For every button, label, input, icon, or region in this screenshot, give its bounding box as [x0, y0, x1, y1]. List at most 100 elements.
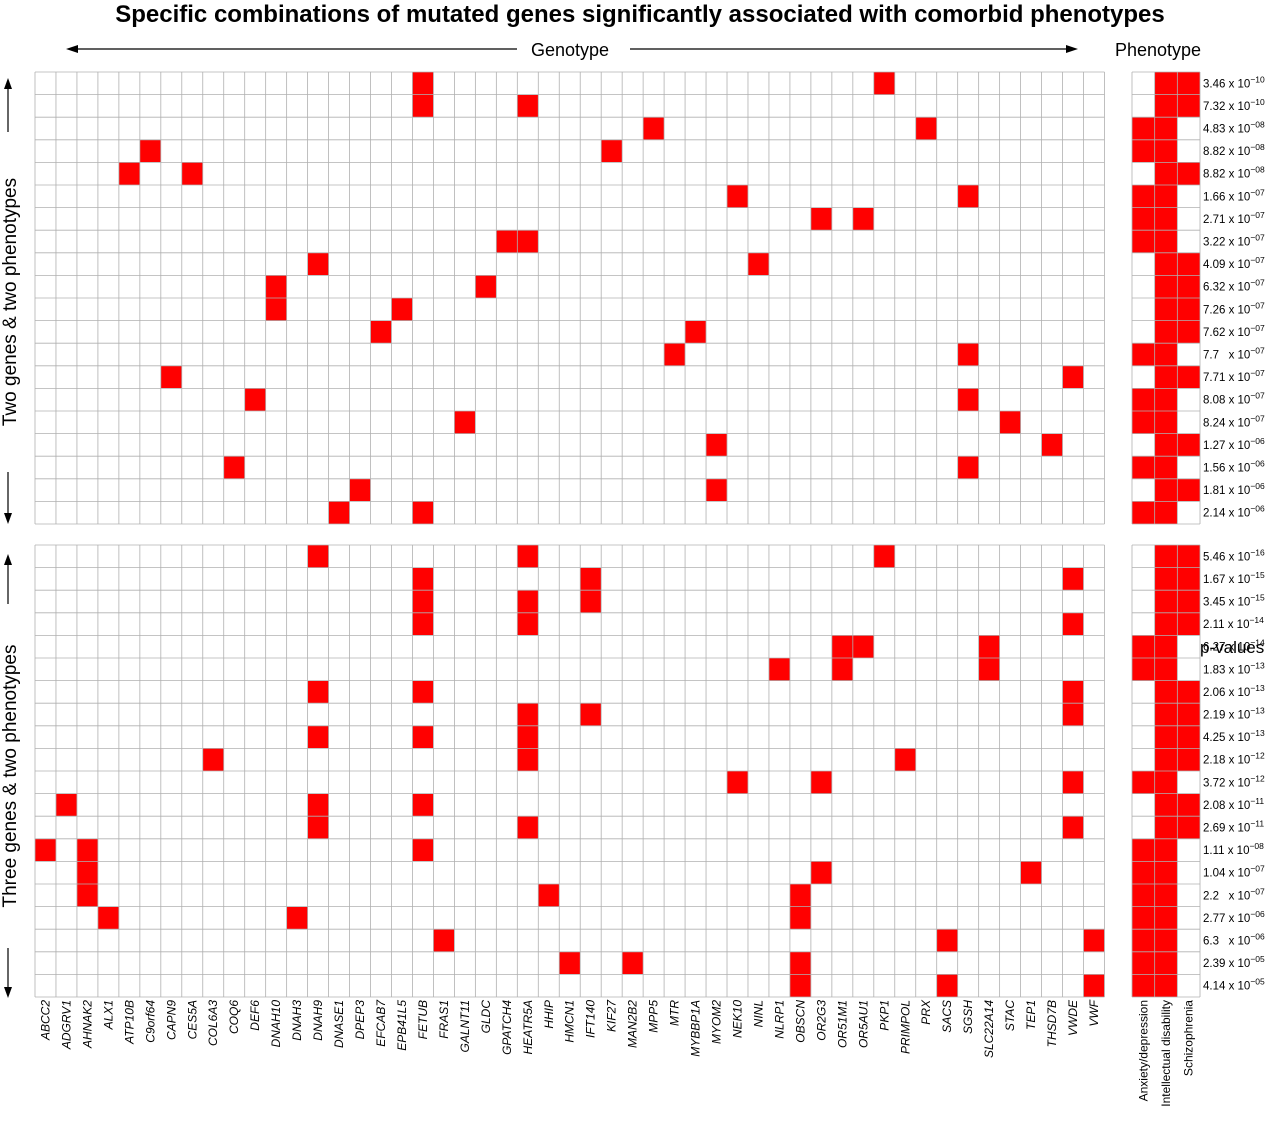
- pvalue-label: 5.46 x 10−16: [1203, 547, 1265, 563]
- gene-label-COL6A3: COL6A3: [206, 1000, 220, 1046]
- gene-cell-VWDE: [1062, 567, 1084, 591]
- phenotype-cell: [1154, 501, 1178, 524]
- gene-label-ADGRV1: ADGRV1: [59, 1000, 73, 1050]
- phenotype-label: Schizophrenia: [1182, 1000, 1196, 1076]
- gene-label-MAN2B2: MAN2B2: [626, 1000, 640, 1048]
- pvalue-label: 8.24 x 10−07: [1203, 413, 1265, 429]
- pvalue-label: 2.39 x 10−05: [1203, 954, 1265, 970]
- gene-cell-GLDC: [475, 275, 497, 298]
- panel-2: 5.46 x 10−16 1.67 x 10−15 3.45 x 10−15 2.11…: [34, 544, 1265, 998]
- pvalue-label: 4.09 x 10−07: [1203, 255, 1265, 271]
- phenotype-cell: [1132, 343, 1155, 366]
- phenotype-cell: [1154, 207, 1178, 231]
- pvalue-label: 1.81 x 10−06: [1203, 481, 1265, 497]
- pvalue-label: 1.04 x 10−07: [1203, 864, 1265, 880]
- phenotype-cell: [1177, 703, 1201, 726]
- gene-label-FRAS1: FRAS1: [437, 1000, 451, 1039]
- gene-cell-HHIP: [538, 884, 560, 907]
- phenotype-cell: [1132, 838, 1155, 862]
- gene-cell-PRX: [915, 117, 937, 140]
- gene-label-ALX1: ALX1: [101, 1000, 115, 1030]
- gene-cell-MYOM2: [706, 433, 728, 457]
- heatmap-grids: 3.46 x 10−10 7.32 x 10−10 4.83 x 10−08 8.82…: [34, 71, 1265, 998]
- phenotype-cell: [1132, 771, 1155, 794]
- axis-labels: ABCC2 ADGRV1 AHNAK2 ALX1 ATP10B C9orf64 CAPN9 C…: [38, 999, 1195, 1107]
- gene-label-GALNT11: GALNT11: [458, 1000, 472, 1052]
- panel2-label: Three genes & two phenotypes: [0, 644, 21, 907]
- phenotype-cell: [1154, 703, 1178, 726]
- phenotype-cell: [1177, 793, 1201, 817]
- gene-label-GLDC: GLDC: [479, 1000, 493, 1034]
- genotype-label: Genotype: [531, 40, 609, 60]
- gene-cell-PKP1: [873, 545, 895, 568]
- gene-cell-MYBBP1A: [685, 320, 707, 344]
- phenotype-cell: [1154, 929, 1178, 952]
- phenotype-cell: [1177, 725, 1201, 749]
- gene-cell-VWDE: [1062, 680, 1084, 704]
- gene-cell-ABCC2: [35, 838, 56, 862]
- gene-cell-FETUB: [412, 838, 434, 862]
- phenotype-cell: [1132, 658, 1155, 681]
- gene-cell-HEATR5A: [517, 545, 539, 568]
- gene-label-STAC: STAC: [1003, 1000, 1017, 1031]
- pvalue-label: 3.72 x 10−12: [1203, 773, 1265, 789]
- pvalue-label: 2.11 x 10−14: [1203, 615, 1264, 631]
- phenotype-cell: [1154, 771, 1178, 794]
- pvalue-label: 6.3 x 10−06: [1203, 932, 1265, 948]
- phenotype-cell: [1154, 590, 1178, 613]
- gene-label-ABCC2: ABCC2: [38, 1000, 52, 1041]
- gene-cell-EFCAB7: [370, 320, 392, 344]
- pvalue-label: 8.82 x 10−08: [1203, 142, 1265, 158]
- gene-cell-GPATCH4: [496, 230, 518, 253]
- pvalue-label: 2.06 x 10−13: [1203, 683, 1265, 699]
- pvalue-label: 2.77 x 10−06: [1203, 909, 1265, 925]
- phenotype-cell: [1154, 456, 1178, 479]
- pvalue-label: 7.71 x 10−07: [1203, 368, 1265, 384]
- phenotype-cell: [1154, 748, 1178, 771]
- gene-label-NLRP1: NLRP1: [772, 1000, 786, 1039]
- gene-cell-FRAS1: [433, 929, 455, 952]
- pvalue-label: 1.66 x 10−07: [1203, 187, 1265, 203]
- gene-label-PRX: PRX: [919, 999, 933, 1025]
- phenotype-cell: [1154, 793, 1178, 817]
- gene-label-DNAH9: DNAH9: [311, 1000, 325, 1041]
- gene-label-THSD7B: THSD7B: [1045, 1000, 1059, 1047]
- phenotype-label: Intellectual disability: [1159, 1000, 1173, 1107]
- pvalue-label: 7.32 x 10−10: [1203, 97, 1265, 113]
- gene-label-NEK10: NEK10: [730, 1000, 744, 1038]
- gene-label-FETUB: FETUB: [416, 1000, 430, 1039]
- pvalue-label: 4.83 x 10−08: [1203, 120, 1265, 136]
- gene-label-CAPN9: CAPN9: [164, 1000, 178, 1040]
- phenotype-cell: [1132, 456, 1155, 479]
- gene-cell-HEATR5A: [517, 816, 539, 839]
- phenotype-cell: [1154, 545, 1178, 568]
- phenotype-cell: [1154, 94, 1178, 118]
- gene-label-MPP5: MPP5: [647, 1000, 661, 1033]
- phenotype-cell: [1132, 501, 1155, 524]
- gene-cell-SGSH: [957, 185, 979, 208]
- phenotype-cell: [1177, 816, 1201, 839]
- panel1-side-label: Two genes & two phenotypes: [0, 78, 21, 524]
- gene-cell-KIF27: [601, 139, 623, 163]
- phenotype-cell: [1177, 320, 1201, 344]
- pvalue-label: 7.26 x 10−07: [1203, 300, 1265, 316]
- gene-cell-HEATR5A: [517, 703, 539, 726]
- gene-cell-OR51M1: [831, 658, 853, 681]
- gene-cell-OBSCN: [789, 884, 811, 907]
- gene-cell-FETUB: [412, 94, 434, 118]
- gene-cell-OBSCN: [789, 906, 811, 930]
- gene-cell-EPB41L5: [391, 298, 413, 321]
- gene-cell-PRIMPOL: [894, 748, 916, 771]
- gene-label-VWF: VWF: [1087, 999, 1101, 1026]
- phenotype-cell: [1132, 230, 1155, 253]
- gene-label-ATP10B: ATP10B: [122, 1000, 136, 1045]
- pvalue-label: 1.11 x 10−08: [1203, 841, 1264, 857]
- gene-cell-FETUB: [412, 793, 434, 817]
- gene-cell-CAPN9: [160, 365, 182, 389]
- gene-cell-VWDE: [1062, 612, 1084, 636]
- phenotype-cell: [1154, 411, 1178, 434]
- phenotype-label: Anxiety/depression: [1136, 1000, 1150, 1101]
- pvalue-label: 1.56 x 10−06: [1203, 459, 1265, 475]
- phenotype-cell: [1154, 635, 1178, 658]
